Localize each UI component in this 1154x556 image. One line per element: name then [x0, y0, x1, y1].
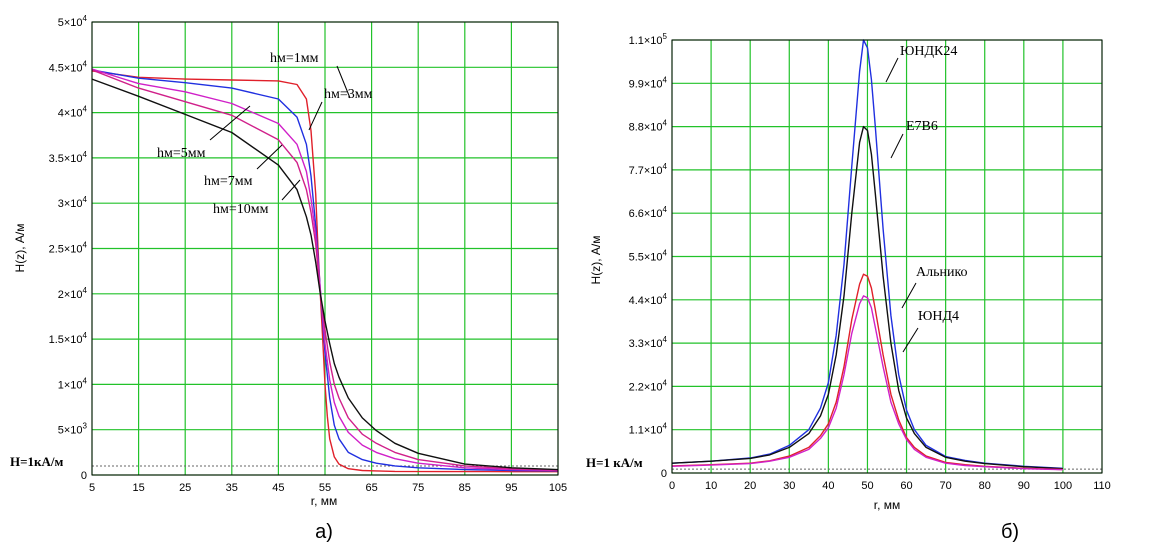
series-annotation: Е7В6 — [906, 119, 938, 134]
y-tick-label: 4.4×104 — [629, 292, 668, 307]
y-tick-label: 5×104 — [58, 14, 88, 29]
leader-line — [890, 133, 904, 159]
annotations: hм=1мм hм=3мм hм=5мм hм=7мм hм=10мм — [157, 51, 373, 217]
x-tick-label: 10 — [705, 480, 717, 492]
y-tick-label: 4.5×104 — [49, 59, 88, 74]
y-tick-label: 4×104 — [58, 105, 88, 120]
x-tick-label: 35 — [226, 482, 238, 494]
y-tick-label: 3.5×104 — [49, 150, 88, 165]
y-tick-label: 5.5×104 — [629, 249, 668, 264]
annotations: ЮНДК24 Е7В6 Альнико ЮНД4 — [885, 44, 968, 353]
caption-a: а) — [315, 521, 333, 543]
plot-frame — [91, 21, 559, 476]
reference-label: H=1кА/м — [10, 454, 64, 469]
y-tick-label: 1.1×104 — [629, 422, 668, 437]
y-tick-label: 8.8×104 — [629, 119, 668, 134]
series-annotation: hм=5мм — [157, 146, 206, 161]
y-tick-labels: 0 5×103 1×104 1.5×104 2×104 2.5×104 3×104 3.5×1… — [49, 14, 88, 482]
x-axis-label: r, мм — [874, 498, 901, 512]
y-tick-label: 3×104 — [58, 195, 88, 210]
series-line — [91, 69, 559, 472]
x-tick-label: 40 — [822, 480, 834, 492]
leader-line — [308, 101, 323, 131]
y-tick-label: 1.5×104 — [49, 331, 88, 346]
series-annotation: hм=7мм — [204, 174, 253, 189]
series-annotation: hм=10мм — [213, 202, 269, 217]
x-tick-label: 110 — [1093, 480, 1111, 492]
y-tick-labels: 0 1.1×104 2.2×104 3.3×104 4.4×104 5.5×104 6.6×… — [629, 32, 668, 480]
leader-line — [281, 179, 301, 201]
y-tick-label: 6.6×104 — [629, 205, 668, 220]
x-tick-label: 25 — [179, 482, 191, 494]
y-axis-label: H(z), А/м — [13, 224, 27, 273]
series-annotation: hм=3мм — [324, 87, 373, 102]
y-tick-label: 7.7×104 — [629, 162, 668, 177]
chart-b: 0 1.1×104 2.2×104 3.3×104 4.4×104 5.5×104 6.6×… — [586, 32, 1111, 543]
series-line — [671, 295, 1063, 471]
plot-frame — [671, 39, 1103, 474]
series-annotation: Альнико — [916, 265, 968, 280]
y-tick-label: 0 — [661, 468, 667, 480]
leader-line — [885, 57, 899, 83]
leader-line — [901, 282, 917, 309]
x-tick-labels: 0 10 20 30 40 50 60 70 80 90 100 110 — [669, 480, 1111, 492]
leader-line — [902, 327, 919, 353]
y-tick-label: 2.5×104 — [49, 241, 88, 256]
x-tick-label: 85 — [459, 482, 471, 494]
x-tick-label: 50 — [861, 480, 873, 492]
x-tick-label: 65 — [365, 482, 377, 494]
x-tick-label: 100 — [1054, 480, 1072, 492]
x-axis-label: r, мм — [311, 494, 338, 508]
y-tick-label: 1.1×105 — [629, 32, 668, 47]
reference-label: H=1 кА/м — [586, 455, 643, 470]
x-tick-labels: 5 15 25 35 45 55 65 75 85 95 105 — [89, 482, 567, 494]
y-tick-label: 2×104 — [58, 286, 88, 301]
x-tick-label: 55 — [319, 482, 331, 494]
x-tick-label: 20 — [744, 480, 756, 492]
x-tick-label: 90 — [1018, 480, 1030, 492]
series-line — [671, 273, 1063, 471]
series-line — [671, 39, 1063, 469]
y-axis-label: H(z), А/м — [589, 236, 603, 285]
series-line — [91, 68, 559, 472]
x-tick-label: 0 — [669, 480, 675, 492]
x-tick-label: 5 — [89, 482, 95, 494]
leader-line — [336, 65, 351, 99]
series-line — [91, 70, 559, 473]
y-tick-label: 9.9×104 — [629, 75, 668, 90]
y-tick-label: 5×103 — [58, 422, 88, 437]
series-group — [671, 39, 1063, 471]
series-line — [91, 78, 559, 471]
x-tick-label: 95 — [505, 482, 517, 494]
y-tick-label: 3.3×104 — [629, 335, 668, 350]
y-tick-label: 1×104 — [58, 376, 88, 391]
leader-line — [256, 144, 283, 170]
x-tick-label: 15 — [132, 482, 144, 494]
x-tick-label: 105 — [549, 482, 567, 494]
leader-line — [209, 105, 251, 141]
series-line — [91, 69, 559, 471]
series-group — [91, 68, 559, 473]
series-annotation: ЮНДК24 — [900, 44, 957, 59]
series-annotation: hм=1мм — [270, 51, 319, 66]
caption-b: б) — [1001, 521, 1019, 543]
x-tick-label: 75 — [412, 482, 424, 494]
x-tick-label: 70 — [940, 480, 952, 492]
y-tick-label: 0 — [81, 470, 87, 482]
x-tick-label: 30 — [783, 480, 795, 492]
series-line — [671, 125, 1063, 470]
y-tick-label: 2.2×104 — [629, 378, 668, 393]
chart-a: 0 5×103 1×104 1.5×104 2×104 2.5×104 3×104 3.5×1… — [10, 14, 567, 543]
x-tick-label: 60 — [900, 480, 912, 492]
series-annotation: ЮНД4 — [918, 309, 959, 324]
x-tick-label: 45 — [272, 482, 284, 494]
x-tick-label: 80 — [979, 480, 991, 492]
